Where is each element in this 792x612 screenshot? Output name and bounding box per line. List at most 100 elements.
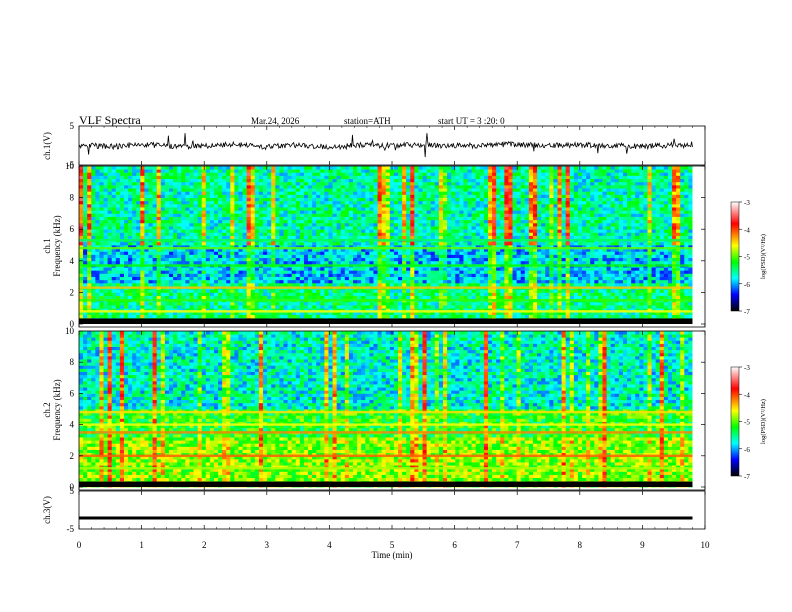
spectrogram-cell bbox=[87, 191, 91, 195]
spectrogram-cell bbox=[279, 217, 283, 221]
spectrogram-cell bbox=[447, 194, 451, 198]
spectrogram-cell bbox=[255, 283, 259, 287]
spectrogram-cell bbox=[390, 258, 394, 262]
spectrogram-cell bbox=[398, 188, 402, 192]
spectrogram-cell bbox=[128, 315, 132, 319]
spectrogram-cell bbox=[463, 172, 467, 176]
spectrogram-cell bbox=[459, 296, 463, 300]
spectrogram-cell bbox=[292, 229, 296, 233]
spectrogram-cell bbox=[451, 277, 455, 281]
spectrogram-cell bbox=[206, 175, 210, 179]
spectrogram-cell bbox=[472, 223, 476, 227]
spectrogram-cell bbox=[144, 213, 148, 217]
spectrogram-cell bbox=[136, 185, 140, 189]
spectrogram-cell bbox=[337, 242, 341, 246]
spectrogram-cell bbox=[435, 251, 439, 255]
spectrogram-cell bbox=[149, 254, 153, 258]
spectrogram-cell bbox=[468, 223, 472, 227]
spectrogram-cell bbox=[373, 305, 377, 309]
spectrogram-cell bbox=[218, 280, 222, 284]
spectrogram-cell bbox=[275, 296, 279, 300]
spectrogram-cell bbox=[292, 305, 296, 309]
spectrogram-cell bbox=[328, 267, 332, 271]
spectrogram-cell bbox=[230, 207, 234, 211]
spectrogram-cell bbox=[255, 277, 259, 281]
spectrogram-cell bbox=[181, 242, 185, 246]
spectrogram-cell bbox=[214, 198, 218, 202]
spectrogram-cell bbox=[386, 198, 390, 202]
spectrogram-cell bbox=[423, 185, 427, 189]
spectrogram-cell bbox=[83, 254, 87, 258]
spectrogram-cell bbox=[181, 194, 185, 198]
spectrogram-cell bbox=[480, 232, 484, 236]
spectrogram-cell bbox=[463, 179, 467, 183]
spectrogram-cell bbox=[414, 236, 418, 240]
spectrogram-cell bbox=[153, 182, 157, 186]
spectrogram-cell bbox=[124, 207, 128, 211]
spectrogram-cell bbox=[418, 289, 422, 293]
spectrogram-cell bbox=[275, 220, 279, 224]
spectrogram-cell bbox=[373, 223, 377, 227]
spectrogram-cell bbox=[373, 283, 377, 287]
spectrogram-cell bbox=[275, 198, 279, 202]
spectrogram-cell bbox=[390, 242, 394, 246]
spectrogram-cell bbox=[230, 305, 234, 309]
spectrogram-cell bbox=[230, 280, 234, 284]
spectrogram-cell bbox=[157, 210, 161, 214]
spectrogram-cell bbox=[87, 258, 91, 262]
spectrogram-cell bbox=[239, 213, 243, 217]
spectrogram-cell bbox=[463, 236, 467, 240]
spectrogram-cell bbox=[455, 296, 459, 300]
spectrogram-cell bbox=[484, 305, 488, 309]
spectrogram-cell bbox=[345, 210, 349, 214]
spectrogram-cell bbox=[132, 254, 136, 258]
spectrogram-cell bbox=[427, 188, 431, 192]
spectrogram-cell bbox=[239, 277, 243, 281]
spectrogram-cell bbox=[394, 277, 398, 281]
spectrogram-cell bbox=[337, 315, 341, 319]
spectrogram-cell bbox=[189, 258, 193, 262]
spectrogram-cell bbox=[194, 210, 198, 214]
spectrogram-cell bbox=[316, 236, 320, 240]
spectrogram-cell bbox=[378, 261, 382, 265]
spectrogram-cell bbox=[288, 292, 292, 296]
spectrogram-cell bbox=[189, 232, 193, 236]
spectrogram-cell bbox=[247, 283, 251, 287]
spectrogram-cell bbox=[99, 267, 103, 271]
spectrogram-cell bbox=[189, 191, 193, 195]
spectrogram-cell bbox=[423, 236, 427, 240]
spectrogram-cell bbox=[410, 273, 414, 277]
spectrogram-cell bbox=[95, 236, 99, 240]
spectrogram-cell bbox=[120, 213, 124, 217]
spectrogram-cell bbox=[316, 267, 320, 271]
spectrogram-cell bbox=[476, 261, 480, 265]
spectrogram-cell bbox=[83, 185, 87, 189]
spectrogram-cell bbox=[271, 302, 275, 306]
spectrogram-cell bbox=[206, 270, 210, 274]
spectrogram-cell bbox=[132, 289, 136, 293]
spectrogram-cell bbox=[153, 204, 157, 208]
spectrogram-cell bbox=[361, 172, 365, 176]
spectrogram-cell bbox=[234, 242, 238, 246]
spectrogram-cell bbox=[83, 210, 87, 214]
spectrogram-cell bbox=[214, 251, 218, 255]
spectrogram-cell bbox=[239, 283, 243, 287]
spectrogram-cell bbox=[394, 283, 398, 287]
spectrogram-cell bbox=[210, 270, 214, 274]
spectrogram-cell bbox=[328, 223, 332, 227]
spectrogram-cell bbox=[353, 261, 357, 265]
spectrogram-cell bbox=[463, 277, 467, 281]
spectrogram-cell bbox=[83, 280, 87, 284]
spectrogram-cell bbox=[104, 280, 108, 284]
spectrogram-cell bbox=[99, 166, 103, 170]
spectrogram-cell bbox=[328, 292, 332, 296]
spectrogram-cell bbox=[279, 261, 283, 265]
spectrogram-cell bbox=[140, 305, 144, 309]
spectrogram-cell bbox=[394, 172, 398, 176]
spectrogram-cell bbox=[275, 169, 279, 173]
spectrogram-cell bbox=[333, 270, 337, 274]
spectrogram-cell bbox=[230, 270, 234, 274]
spectrogram-cell bbox=[414, 273, 418, 277]
spectrogram-cell bbox=[357, 204, 361, 208]
spectrogram-cell bbox=[463, 194, 467, 198]
